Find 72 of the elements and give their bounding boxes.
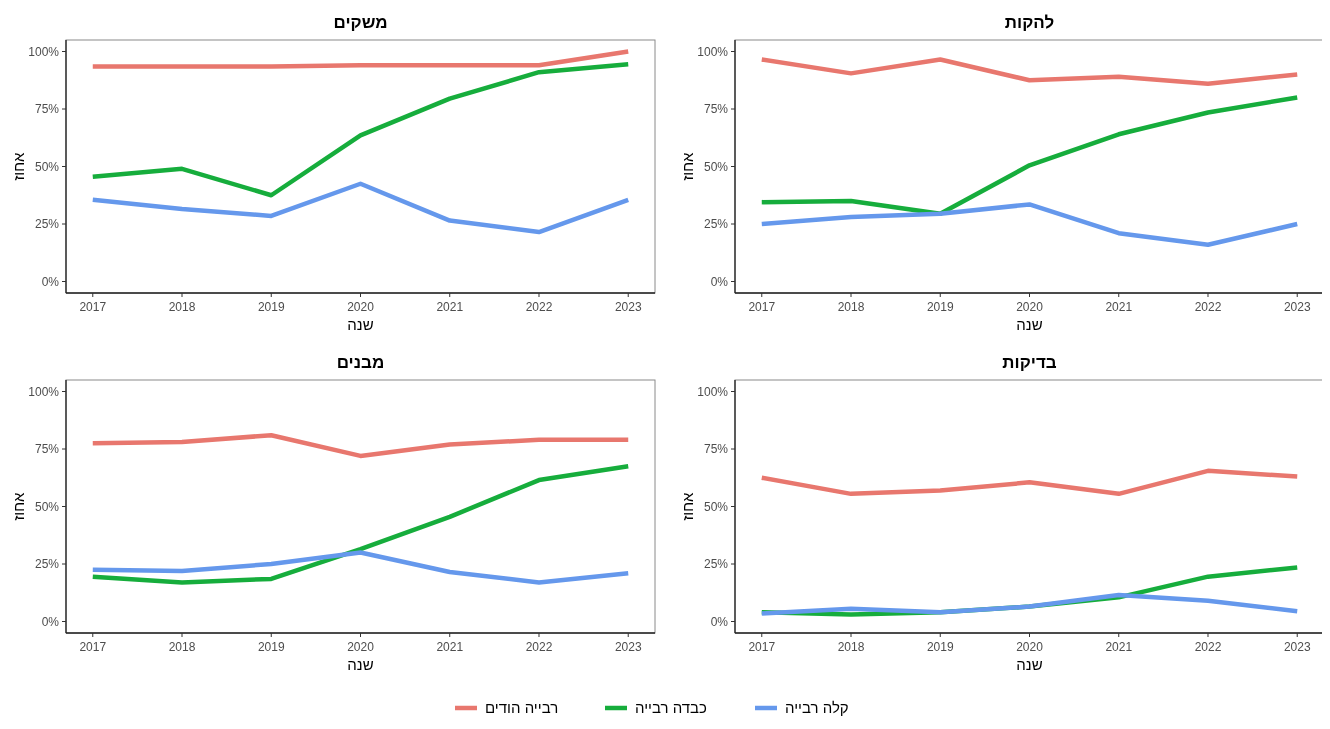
x-tick-label: 2019 — [926, 300, 954, 314]
legend-label: כבדה רבייה — [635, 699, 708, 716]
x-tick-label: 2021 — [1105, 300, 1133, 314]
x-tick-label: 2017 — [748, 300, 776, 314]
x-tick-label: 2023 — [1283, 640, 1311, 654]
y-tick-label: 50% — [34, 159, 60, 174]
y-axis-title: אחוז — [10, 491, 27, 521]
y-tick-label: 100% — [28, 44, 60, 59]
x-axis-title: שנה — [1016, 316, 1043, 333]
x-tick-label: 2019 — [257, 300, 285, 314]
y-tick-label: 75% — [703, 102, 729, 117]
legend-label: קלה רבייה — [785, 699, 849, 716]
x-tick-label: 2019 — [257, 640, 285, 654]
x-tick-label: 2017 — [79, 640, 107, 654]
y-tick-label: 25% — [703, 217, 729, 232]
y-tick-label: 0% — [710, 274, 729, 289]
x-tick-label: 2023 — [1283, 300, 1311, 314]
line-series — [759, 202, 1300, 247]
y-tick-label: 75% — [34, 442, 60, 457]
y-axis-title: אחוז — [10, 151, 27, 181]
x-tick-label: 2022 — [525, 640, 553, 654]
chart-title: מבנים — [336, 353, 385, 372]
chart-title: בדיקות — [1002, 353, 1057, 372]
y-tick-label: 0% — [41, 614, 60, 629]
x-tick-label: 2021 — [1105, 640, 1133, 654]
line-series — [90, 464, 631, 585]
y-tick-label: 0% — [41, 274, 60, 289]
x-axis-title: שנה — [1016, 656, 1043, 673]
y-tick-label: 50% — [703, 499, 729, 514]
x-tick-label: 2017 — [79, 300, 107, 314]
x-tick-label: 2018 — [837, 300, 865, 314]
chart-title: להקות — [1004, 13, 1055, 32]
x-tick-label: 2018 — [837, 640, 865, 654]
x-tick-label: 2023 — [614, 640, 642, 654]
y-tick-label: 75% — [703, 442, 729, 457]
x-axis-title: שנה — [347, 656, 374, 673]
line-series — [90, 550, 631, 585]
y-tick-label: 75% — [34, 102, 60, 117]
x-tick-label: 2018 — [168, 300, 196, 314]
y-tick-label: 50% — [703, 159, 729, 174]
y-tick-label: 25% — [34, 557, 60, 572]
x-tick-label: 2021 — [436, 300, 464, 314]
chart-title: משקים — [333, 13, 388, 32]
y-tick-label: 100% — [697, 44, 729, 59]
x-tick-label: 2020 — [1016, 300, 1044, 314]
x-tick-label: 2022 — [1194, 640, 1222, 654]
x-tick-label: 2019 — [926, 640, 954, 654]
line-series — [90, 432, 631, 459]
x-tick-label: 2022 — [1194, 300, 1222, 314]
legend-label: רבייה הודים — [485, 699, 559, 716]
x-tick-label: 2018 — [168, 640, 196, 654]
x-tick-label: 2017 — [748, 640, 776, 654]
y-tick-label: 100% — [28, 384, 60, 399]
x-tick-label: 2023 — [614, 300, 642, 314]
line-series — [90, 181, 631, 235]
y-tick-label: 0% — [710, 614, 729, 629]
x-axis-title: שנה — [347, 316, 374, 333]
y-tick-label: 25% — [703, 557, 729, 572]
x-tick-label: 2022 — [525, 300, 553, 314]
x-tick-label: 2020 — [1016, 640, 1044, 654]
y-tick-label: 50% — [34, 499, 60, 514]
x-tick-label: 2020 — [347, 640, 375, 654]
line-series — [90, 61, 631, 198]
y-axis-title: אחוז — [679, 491, 696, 521]
y-tick-label: 25% — [34, 217, 60, 232]
x-tick-label: 2021 — [436, 640, 464, 654]
y-tick-label: 100% — [697, 384, 729, 399]
line-series — [759, 57, 1300, 86]
x-tick-label: 2020 — [347, 300, 375, 314]
line-series — [759, 592, 1300, 616]
line-series — [759, 468, 1300, 497]
y-axis-title: אחוז — [679, 151, 696, 181]
